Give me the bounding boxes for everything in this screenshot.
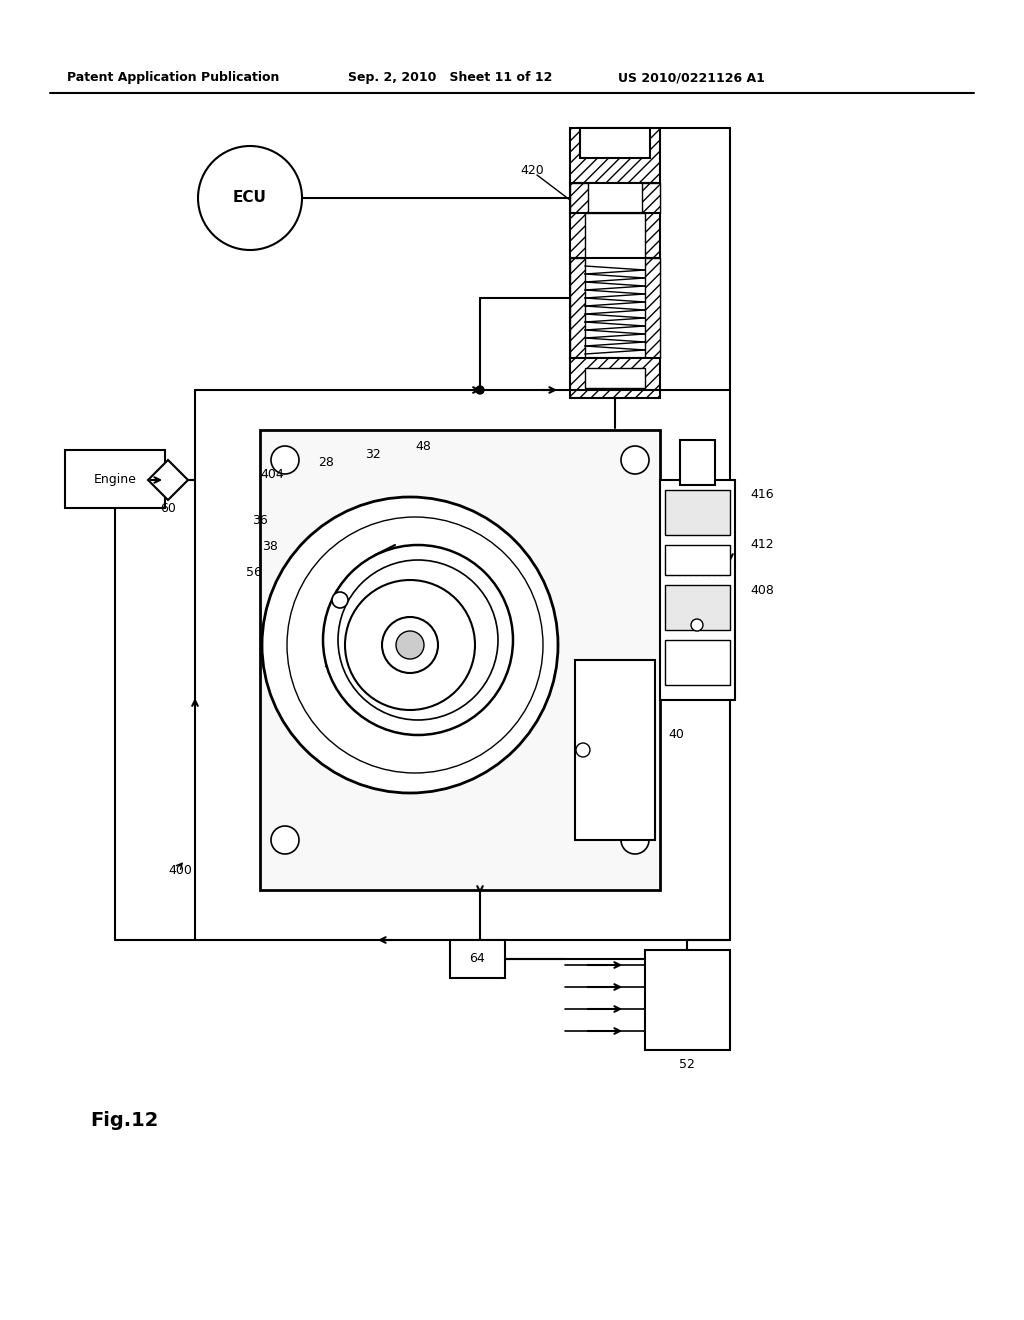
Bar bbox=[260, 430, 660, 890]
Bar bbox=[580, 128, 650, 158]
Text: 28: 28 bbox=[318, 457, 334, 470]
Bar bbox=[65, 450, 165, 508]
Polygon shape bbox=[148, 459, 188, 500]
Text: ECU: ECU bbox=[233, 190, 267, 206]
Circle shape bbox=[382, 616, 438, 673]
Text: 56: 56 bbox=[246, 565, 262, 578]
Circle shape bbox=[476, 385, 484, 393]
Circle shape bbox=[621, 826, 649, 854]
Text: Engine: Engine bbox=[93, 473, 136, 486]
Text: 48: 48 bbox=[415, 441, 431, 454]
Text: Fig.12: Fig.12 bbox=[90, 1110, 159, 1130]
Bar bbox=[450, 940, 505, 978]
Text: Patent Application Publication: Patent Application Publication bbox=[67, 71, 280, 84]
Bar bbox=[570, 183, 660, 213]
Text: 38: 38 bbox=[262, 540, 278, 553]
Circle shape bbox=[621, 446, 649, 474]
Bar bbox=[665, 545, 730, 576]
Bar bbox=[660, 480, 735, 700]
Bar bbox=[665, 640, 730, 685]
Circle shape bbox=[575, 743, 590, 756]
Circle shape bbox=[396, 631, 424, 659]
Circle shape bbox=[271, 446, 299, 474]
Bar bbox=[570, 358, 660, 399]
Circle shape bbox=[338, 560, 498, 719]
Text: 64: 64 bbox=[469, 953, 485, 965]
Bar bbox=[585, 368, 645, 388]
Circle shape bbox=[262, 498, 558, 793]
Text: 52: 52 bbox=[679, 1059, 695, 1072]
Circle shape bbox=[323, 545, 513, 735]
Bar bbox=[575, 660, 655, 840]
Circle shape bbox=[271, 826, 299, 854]
Text: 36: 36 bbox=[252, 513, 267, 527]
Bar bbox=[665, 490, 730, 535]
Bar bbox=[570, 183, 588, 213]
Text: 32: 32 bbox=[365, 449, 381, 462]
Circle shape bbox=[691, 619, 703, 631]
Text: 60: 60 bbox=[160, 502, 176, 515]
Text: 408: 408 bbox=[750, 583, 774, 597]
Bar bbox=[665, 585, 730, 630]
Text: 400: 400 bbox=[168, 863, 191, 876]
Bar bbox=[570, 128, 660, 183]
Text: 420: 420 bbox=[520, 164, 544, 177]
Bar bbox=[645, 950, 730, 1049]
Circle shape bbox=[332, 591, 348, 609]
Bar bbox=[642, 183, 660, 213]
Circle shape bbox=[198, 147, 302, 249]
Bar bbox=[585, 213, 645, 257]
Text: 40: 40 bbox=[668, 729, 684, 742]
Text: Sep. 2, 2010   Sheet 11 of 12: Sep. 2, 2010 Sheet 11 of 12 bbox=[348, 71, 552, 84]
Bar bbox=[570, 213, 660, 257]
Bar bbox=[570, 257, 660, 358]
Circle shape bbox=[345, 579, 475, 710]
Text: 412: 412 bbox=[750, 539, 773, 552]
Bar bbox=[680, 440, 715, 484]
Bar bbox=[570, 257, 585, 358]
Text: 416: 416 bbox=[750, 488, 773, 502]
Text: US 2010/0221126 A1: US 2010/0221126 A1 bbox=[618, 71, 765, 84]
Text: 404: 404 bbox=[260, 469, 284, 482]
Bar bbox=[645, 257, 660, 358]
